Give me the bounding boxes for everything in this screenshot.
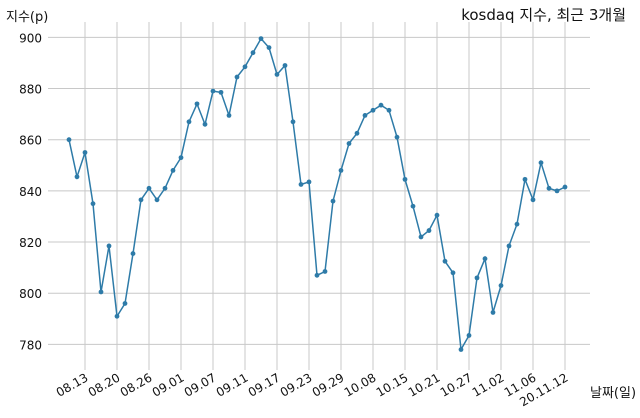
y-tick-label: 800 — [19, 287, 42, 301]
data-point — [546, 185, 552, 191]
data-point — [138, 197, 144, 203]
data-point — [490, 310, 496, 315]
data-point — [66, 137, 72, 143]
grid — [48, 22, 590, 370]
data-point — [322, 269, 328, 274]
data-point — [314, 272, 320, 278]
data-point — [218, 89, 224, 95]
data-point — [290, 119, 296, 125]
data-point — [282, 63, 288, 68]
x-tick-label: 08.13 — [54, 370, 91, 399]
x-tick-label: 09.29 — [310, 370, 347, 399]
data-point — [498, 283, 504, 288]
x-tick-label: 09.07 — [182, 370, 219, 399]
data-point — [338, 168, 344, 173]
data-point — [306, 179, 312, 185]
x-tick-label: 09.17 — [246, 370, 283, 399]
data-point — [178, 155, 184, 161]
data-point — [522, 176, 528, 182]
data-point — [346, 141, 352, 146]
data-point — [90, 201, 96, 207]
data-point — [154, 197, 160, 203]
x-tick-labels: 08.1308.2008.2609.0109.0709.1109.1709.23… — [54, 370, 571, 409]
y-tick-label: 820 — [19, 236, 42, 250]
data-point — [98, 289, 104, 295]
data-point — [354, 130, 360, 136]
series-line — [68, 37, 566, 352]
data-point — [562, 184, 568, 190]
data-point — [538, 160, 544, 166]
data-point — [114, 313, 120, 319]
x-tick-label: 09.23 — [278, 370, 315, 399]
data-point — [162, 185, 168, 191]
data-point — [146, 185, 152, 191]
data-point — [458, 347, 464, 352]
data-point — [74, 174, 80, 180]
data-point — [210, 88, 216, 94]
data-point — [82, 150, 88, 155]
data-point — [402, 176, 408, 182]
data-point — [378, 102, 384, 108]
x-tick-label: 09.11 — [214, 370, 251, 399]
chart-title: kosdaq 지수, 최근 3개월 — [461, 6, 626, 24]
data-point — [130, 251, 136, 256]
data-point — [170, 168, 176, 173]
data-point — [410, 203, 416, 209]
y-tick-label: 840 — [19, 185, 42, 199]
x-tick-label: 08.26 — [118, 370, 155, 399]
data-point — [362, 112, 368, 118]
data-point — [274, 72, 280, 77]
data-point — [554, 188, 560, 194]
data-point — [394, 134, 400, 140]
data-point — [506, 243, 512, 249]
data-point — [194, 101, 200, 107]
x-tick-label: 10.21 — [406, 370, 443, 399]
y-tick-labels: 780 800 820 840 860 880 900 — [19, 31, 42, 352]
data-point — [434, 212, 440, 218]
y-tick-label: 900 — [19, 31, 42, 45]
data-point — [298, 182, 304, 187]
data-point — [258, 36, 264, 42]
x-tick-label: 10.27 — [438, 370, 475, 399]
y-tick-label: 780 — [19, 338, 42, 352]
data-point — [226, 112, 232, 118]
y-axis-label: 지수(p) — [6, 10, 49, 25]
y-tick-label: 860 — [19, 134, 42, 148]
data-point — [482, 256, 488, 262]
series-group — [66, 36, 568, 352]
data-point — [330, 198, 336, 204]
data-point — [106, 243, 112, 249]
data-point — [386, 107, 392, 113]
data-point — [442, 258, 448, 264]
data-point — [242, 64, 248, 70]
data-point — [514, 221, 520, 227]
data-point — [450, 270, 456, 276]
x-tick-label: 09.01 — [150, 370, 187, 399]
x-tick-label: 08.20 — [86, 370, 123, 399]
data-point — [530, 197, 536, 203]
data-point — [418, 234, 424, 240]
data-point — [186, 119, 192, 125]
data-point — [250, 50, 256, 56]
data-point — [474, 275, 480, 281]
data-point — [202, 121, 208, 127]
x-axis-label: 날짜(일) — [590, 386, 637, 401]
x-tick-label: 10.08 — [342, 370, 379, 399]
data-point — [426, 228, 432, 233]
x-tick-label: 10.15 — [374, 370, 411, 399]
data-point — [122, 301, 128, 306]
data-point — [466, 333, 472, 338]
data-point — [234, 74, 240, 80]
x-tick-label: 11.02 — [470, 370, 507, 399]
y-tick-label: 880 — [19, 83, 42, 97]
data-point — [370, 107, 376, 113]
data-point — [266, 45, 272, 50]
